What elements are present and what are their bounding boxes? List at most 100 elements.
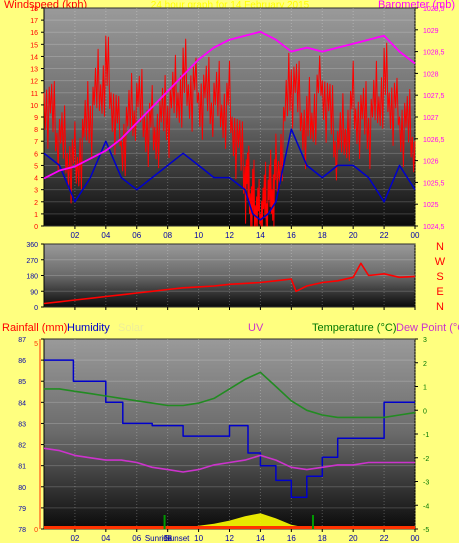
dewpoint-series: [43, 447, 415, 473]
y-tick-label: 90: [30, 289, 38, 296]
barometer-series: [43, 30, 416, 180]
temperature-series: [44, 371, 416, 419]
x-tick-label: 16: [287, 231, 296, 240]
x-tick-label: 06: [132, 231, 141, 240]
y2-tick-label: -3: [423, 480, 429, 487]
y-tick-label: 3: [34, 188, 38, 195]
barometer-axis-title: Barometer (mb): [378, 0, 455, 11]
y-tick-label: 6: [34, 151, 38, 158]
y2-tick-label: 1024,5: [423, 224, 445, 231]
x-tick-label: 02: [70, 534, 79, 543]
y-tick-label: 360: [26, 242, 38, 249]
y-tick-label: 87: [18, 337, 26, 344]
y2-tick-label: 2: [423, 361, 427, 368]
y2-tick-label: 0: [423, 408, 427, 415]
solar-axis-title: Solar: [118, 322, 144, 334]
y2-tick-label: -1: [423, 432, 429, 439]
x-tick-label: 10: [194, 534, 203, 543]
y2-tick-label: 1028: [423, 71, 439, 78]
y-tick-label: 79: [18, 506, 26, 513]
y2-tick-label: 1029: [423, 28, 439, 35]
solar-area: [164, 513, 313, 529]
direction-label-n: N: [436, 241, 444, 253]
x-tick-label: 14: [256, 534, 265, 543]
x-tick-label: 18: [318, 231, 327, 240]
x-tick-label: 16: [287, 534, 296, 543]
y-tick-label: 84: [18, 400, 26, 407]
y2-tick-label: 1027,5: [423, 93, 445, 100]
x-tick-label: 04: [101, 534, 110, 543]
x-tick-label: 20: [349, 534, 358, 543]
y-tick-label: 14: [30, 54, 38, 61]
sunset-label: Sunset: [164, 534, 190, 543]
y-tick-label: 5: [34, 163, 38, 170]
y-tick-label: 80: [18, 485, 26, 492]
y-tick-label: 4: [34, 176, 38, 183]
y2-tick-label: 1025,5: [423, 180, 445, 187]
dewpoint-axis-title: Dew Point (°C): [396, 322, 459, 334]
y2-tick-label: 1: [423, 385, 427, 392]
y2-tick-label: -5: [423, 527, 429, 534]
y-tick-label: 83: [18, 421, 26, 428]
x-tick-label: 00: [411, 534, 420, 543]
y-tick-label: 81: [18, 464, 26, 471]
x-tick-label: 08: [163, 534, 172, 543]
y-tick-label: 78: [18, 527, 26, 534]
y-tick-label: 0: [34, 224, 38, 231]
y2-tick-label: 1025: [423, 202, 439, 209]
windspeed-series: [43, 35, 416, 227]
direction-label-w: W: [435, 256, 446, 268]
y2-tick-label: 1026: [423, 159, 439, 166]
x-tick-label: 12: [225, 231, 234, 240]
y-tick-label: 17: [30, 18, 38, 25]
y2-tick-label: 1027: [423, 115, 439, 122]
x-tick-label: 14: [256, 231, 265, 240]
y-tick-label: 1: [34, 212, 38, 219]
y-tick-label: 9: [34, 115, 38, 122]
x-tick-label: 20: [349, 231, 358, 240]
y-tick-label: 10: [30, 103, 38, 110]
y-tick-label: 180: [26, 274, 38, 281]
y2-tick-label: 3: [423, 337, 427, 344]
date-title: 24 hour graph for 14 February 2015: [151, 0, 310, 11]
y-tick-label: 11: [31, 91, 38, 98]
y2-tick-label: 1026,5: [423, 137, 445, 144]
x-tick-label: 12: [225, 534, 234, 543]
y-tick-label: 2: [34, 200, 38, 207]
y-tick-label: 0: [34, 305, 38, 312]
direction-label-s: S: [436, 271, 443, 283]
y2-tick-label: -2: [423, 456, 429, 463]
sunrise-label: Sunrise: [145, 534, 173, 543]
direction-label-n: N: [436, 301, 444, 313]
x-tick-label: 04: [101, 231, 110, 240]
x-tick-label: 06: [132, 534, 141, 543]
x-tick-label: 08: [163, 231, 172, 240]
y2-tick-label: 1029,5: [423, 6, 445, 13]
humidity-axis-title: Humidity: [67, 322, 110, 334]
x-tick-label: 18: [318, 534, 327, 543]
wind-direction-series: [43, 262, 416, 305]
y-tick-label: 85: [18, 379, 26, 386]
direction-label-e: E: [436, 286, 443, 298]
y-tick-label: 86: [18, 358, 26, 365]
y2-tick-label: 1028,5: [423, 50, 445, 57]
x-tick-label: 02: [70, 231, 79, 240]
humidity-series: [44, 359, 415, 499]
y-tick-label: 13: [30, 67, 38, 74]
y-tick-label: 270: [26, 258, 38, 265]
y-tick-label: 7: [34, 139, 38, 146]
temperature-axis-title: Temperature (°C): [312, 322, 396, 334]
windspeed-axis-title: Windspeed (kph): [4, 0, 87, 11]
x-tick-label: 22: [380, 534, 389, 543]
rain-tick-label: 0: [34, 527, 38, 534]
y-tick-label: 18: [30, 6, 38, 13]
y2-tick-label: -4: [423, 503, 429, 510]
rainfall-axis-title: Rainfall (mm): [2, 322, 67, 334]
uv-axis-title: UV: [248, 322, 264, 334]
x-tick-label: 10: [194, 231, 203, 240]
rain-tick-label: 5: [34, 341, 38, 348]
y-tick-label: 82: [18, 443, 26, 450]
x-tick-label: 22: [380, 231, 389, 240]
y-tick-label: 16: [30, 30, 38, 37]
